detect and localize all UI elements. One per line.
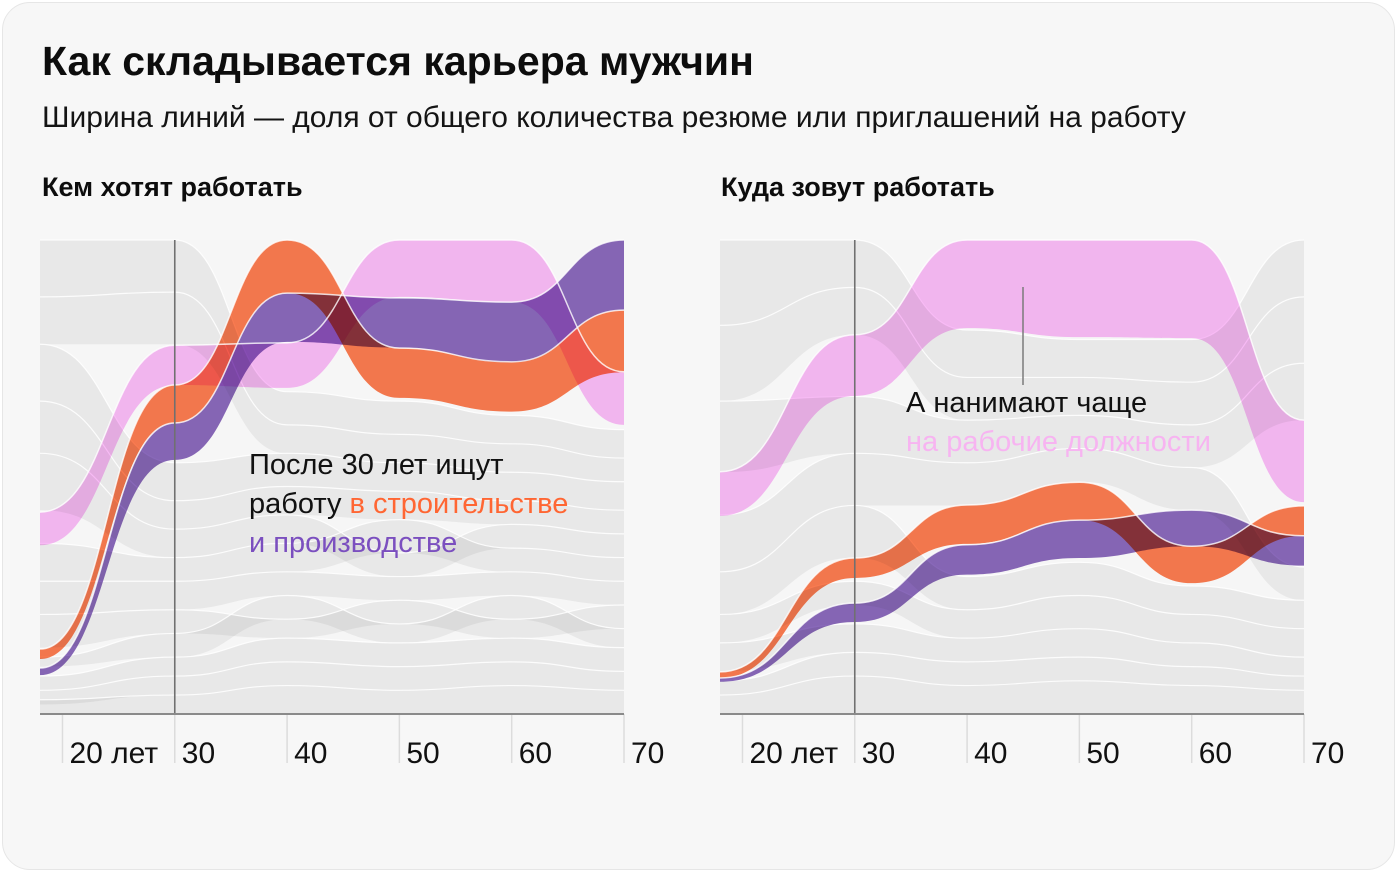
band-edge [719,447,1305,568]
x-axis-ticks [741,714,1305,763]
annotation-line: После 30 лет ищут [249,446,568,485]
x-tick-label: 60 [1199,737,1232,770]
band-other-profession [40,571,624,615]
band-other-profession [40,519,624,582]
x-tick-label: 70 [1311,737,1344,770]
page-title: Как складывается карьера мужчин [42,38,754,84]
band-edge [719,504,1305,601]
x-tick-label: 70 [631,737,664,770]
annotation-line: на рабочие должности [906,423,1211,462]
band-other-profession [720,363,1304,473]
annotation-line: и производстве [249,524,568,563]
annotation-line: работу в строительстве [249,485,568,524]
band-other-profession [720,676,1304,714]
annotation-highlight-construction: в строительстве [349,488,569,520]
annotation-highlight-workers: на рабочие должности [906,426,1211,458]
x-tick-label: 30 [182,737,215,770]
annotation-wants-to-work: После 30 лет ищут работу в строительстве… [249,446,568,563]
x-tick-label: 40 [974,737,1007,770]
band-other-profession [720,623,1304,677]
band-other-profession [40,344,624,511]
page-subtitle: Ширина линий — доля от общего количества… [42,101,1186,134]
highlighted-bands [40,240,624,676]
band-purple [40,240,624,676]
band-edge [39,519,625,559]
band-edge [39,661,625,691]
highlighted-band-edges [39,239,625,669]
band-other-profession [40,661,624,705]
x-tick-label: 20 лет [69,737,158,770]
band-other-profession [720,581,1304,658]
annotation-text: После 30 лет ищут [249,449,504,481]
band-orange [720,482,1304,678]
x-tick-label: 60 [519,737,552,770]
band-edge [719,651,1305,682]
x-axis-ticks [61,714,625,763]
x-tick-label: 40 [294,737,327,770]
other-professions-band-edges [39,239,625,701]
annotation-invited-to-work: А нанимают чаще на рабочие должности [906,384,1211,462]
band-other-profession [720,240,1304,383]
band-edge-orange [39,239,625,650]
annotation-line: А нанимают чаще [906,384,1211,423]
band-edge-pink [39,239,625,513]
x-tick-label: 50 [406,737,439,770]
band-edge [39,637,625,677]
highlighted-band-edges [719,239,1305,679]
band-other-profession [40,595,624,667]
x-tick-label: 50 [1086,737,1119,770]
band-edge [39,291,625,459]
x-tick-label: 30 [862,737,895,770]
band-other-profession [40,292,624,482]
chart-title-invited-to-work: Куда зовут работать [721,172,995,202]
band-edge-orange [719,481,1305,673]
band-edge [40,571,625,582]
other-professions-bands [720,240,1304,714]
band-edge [39,594,625,658]
band-other-profession [40,685,624,714]
band-other-profession [40,638,624,691]
band-pink [720,240,1304,516]
annotation-highlight-production: и производстве [249,527,458,559]
band-edge-pink [719,239,1305,473]
band-edge [39,452,625,554]
band-other-profession [720,287,1304,425]
annotation-text: А нанимают чаще [906,387,1148,419]
band-other-profession [720,448,1304,601]
band-edge [39,684,625,701]
band-edge [719,675,1305,696]
band-edge [719,286,1305,383]
band-other-profession [40,240,624,459]
band-edge [40,239,625,431]
annotation-text: работу [249,488,350,520]
band-edge-purple [39,239,625,669]
band-other-profession [720,505,1304,629]
chart-title-wants-to-work: Кем хотят работать [42,172,303,202]
x-tick-label: 20 лет [749,737,838,770]
band-edge-purple [719,509,1305,679]
